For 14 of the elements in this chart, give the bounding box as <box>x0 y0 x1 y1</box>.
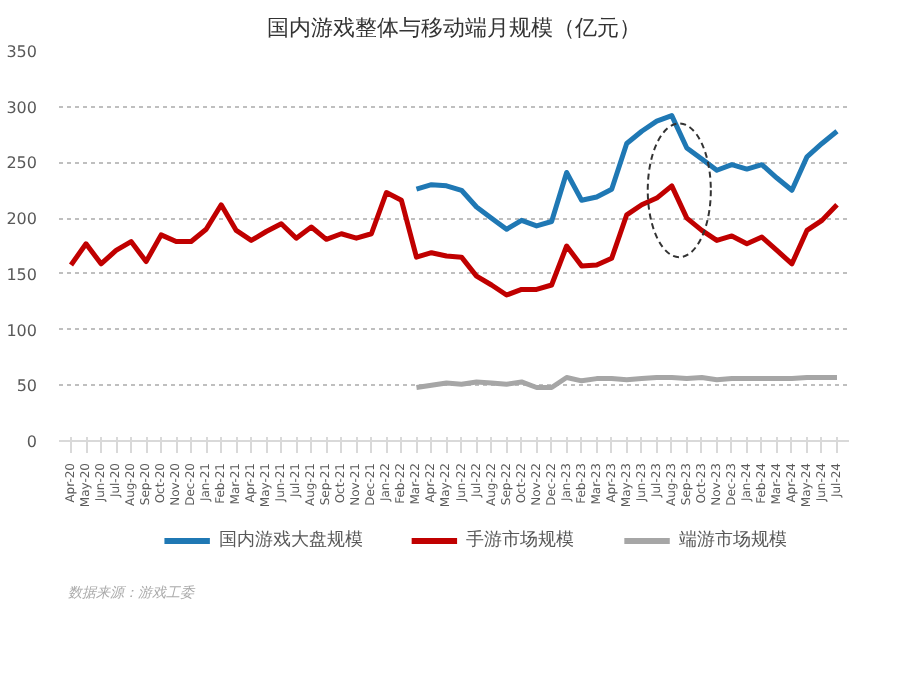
chart-title: 国内游戏整体与移动端月规模（亿元） <box>267 15 641 41</box>
y-tick-label: 0 <box>26 433 38 451</box>
y-tick-label: 150 <box>6 265 38 284</box>
y-tick-label: 350 <box>6 43 38 61</box>
y-tick-label: 50 <box>16 377 38 396</box>
y-tick-label: 100 <box>6 321 38 340</box>
legend-label: 国内游戏大盘规模 <box>218 529 363 551</box>
y-tick-label: 250 <box>6 154 38 173</box>
legend-label: 手游市场规模 <box>466 529 575 551</box>
legend-label: 端游市场规模 <box>678 529 787 551</box>
y-tick-label: 300 <box>6 98 38 117</box>
line-series <box>68 183 840 298</box>
y-tick-label: 200 <box>6 210 38 229</box>
line-series <box>413 113 840 232</box>
